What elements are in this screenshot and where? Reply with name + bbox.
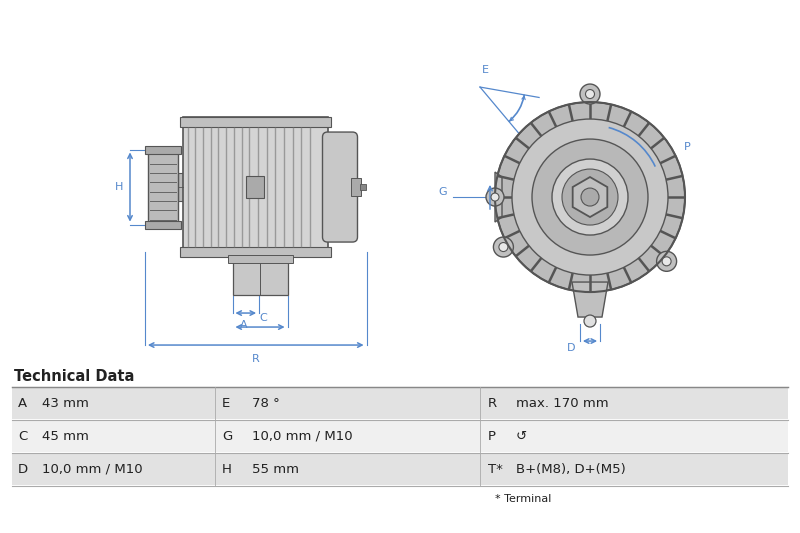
- Bar: [145, 146, 181, 154]
- Text: 78 °: 78 °: [252, 397, 280, 409]
- Text: A: A: [240, 320, 247, 330]
- Text: ↺: ↺: [516, 430, 527, 443]
- Text: H: H: [222, 463, 232, 476]
- Text: E: E: [222, 397, 230, 409]
- Polygon shape: [573, 177, 607, 217]
- Bar: [12, 386, 788, 418]
- Circle shape: [562, 169, 618, 225]
- Bar: [179, 117, 330, 127]
- Text: 55 mm: 55 mm: [252, 463, 299, 476]
- Text: E: E: [482, 65, 489, 75]
- Text: A: A: [18, 397, 27, 409]
- Text: R: R: [488, 397, 497, 409]
- Circle shape: [657, 252, 677, 271]
- Circle shape: [486, 188, 504, 206]
- Text: C: C: [18, 430, 27, 443]
- Bar: [145, 221, 181, 229]
- Bar: [233, 257, 287, 295]
- Text: * Terminal: * Terminal: [495, 494, 551, 504]
- Circle shape: [499, 243, 508, 252]
- FancyBboxPatch shape: [322, 132, 358, 242]
- Text: 45 mm: 45 mm: [42, 430, 89, 443]
- Circle shape: [580, 84, 600, 104]
- Circle shape: [581, 188, 599, 206]
- Text: P: P: [684, 142, 690, 152]
- Bar: [359, 184, 366, 190]
- Circle shape: [512, 119, 668, 275]
- Text: D: D: [566, 343, 575, 353]
- Circle shape: [584, 315, 596, 327]
- Text: Technical Data: Technical Data: [14, 369, 134, 384]
- Bar: [350, 178, 361, 196]
- Bar: [148, 150, 178, 224]
- Text: T*: T*: [488, 463, 503, 476]
- Bar: [182, 117, 327, 257]
- Bar: [12, 453, 788, 485]
- Text: P: P: [488, 430, 496, 443]
- Circle shape: [662, 257, 671, 266]
- Text: D: D: [18, 463, 28, 476]
- Text: G: G: [438, 187, 447, 197]
- Text: 10,0 mm / M10: 10,0 mm / M10: [42, 463, 142, 476]
- Circle shape: [495, 102, 685, 292]
- Circle shape: [532, 139, 648, 255]
- Circle shape: [494, 237, 514, 257]
- Text: 10,0 mm / M10: 10,0 mm / M10: [252, 430, 353, 443]
- Text: max. 170 mm: max. 170 mm: [516, 397, 609, 409]
- Polygon shape: [572, 282, 608, 317]
- Text: H: H: [114, 182, 123, 192]
- Text: B+(M8), D+(M5): B+(M8), D+(M5): [516, 463, 626, 476]
- Text: R: R: [252, 354, 260, 364]
- Bar: [227, 255, 293, 263]
- Circle shape: [552, 159, 628, 235]
- Polygon shape: [495, 172, 502, 222]
- Bar: [178, 173, 182, 201]
- Bar: [179, 247, 330, 257]
- Circle shape: [491, 193, 499, 201]
- Text: 43 mm: 43 mm: [42, 397, 89, 409]
- Bar: [246, 176, 264, 198]
- Text: C: C: [259, 313, 267, 323]
- Circle shape: [586, 90, 594, 99]
- Text: G: G: [222, 430, 232, 443]
- Bar: [12, 419, 788, 452]
